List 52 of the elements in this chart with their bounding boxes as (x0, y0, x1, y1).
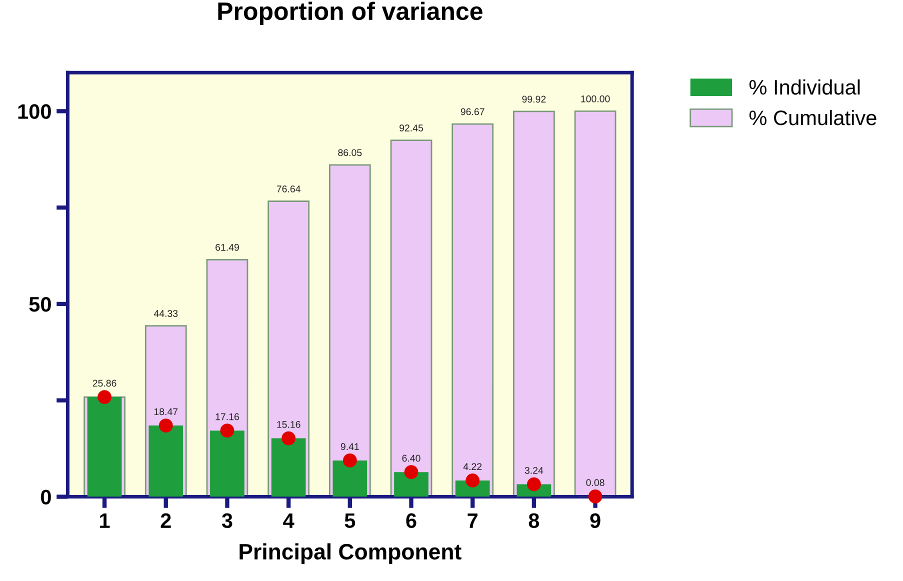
data-label: 3.24 (524, 466, 544, 474)
data-label: 25.86 (92, 380, 116, 387)
point (527, 477, 541, 492)
x-tick-label: 1 (100, 513, 110, 528)
bar (452, 123, 494, 497)
data-label: 92.45 (400, 124, 424, 132)
x-axis-title: Principal Component (240, 543, 462, 564)
bar (513, 110, 555, 497)
legend-label: % Cumulative (749, 110, 876, 126)
bar (271, 438, 306, 497)
data-label: 9.41 (340, 443, 359, 450)
x-tick-label: 4 (283, 513, 294, 528)
x-tick-label: 3 (222, 513, 232, 528)
data-label: 99.92 (522, 96, 546, 103)
point (158, 418, 173, 432)
data-label: 4.22 (463, 463, 482, 470)
point (404, 465, 418, 480)
data-label: 76.64 (276, 186, 300, 192)
x-tick-label: 2 (160, 513, 171, 528)
x-tick-label: 9 (590, 513, 600, 528)
point (342, 454, 357, 468)
bar (332, 460, 368, 497)
data-label: 6.40 (402, 454, 420, 462)
data-label: 100.00 (581, 95, 610, 102)
point (98, 390, 112, 404)
x-tick-label: 6 (406, 513, 416, 528)
y-tick-label: 100 (18, 104, 51, 119)
data-label: 15.16 (277, 421, 300, 428)
data-label: 61.49 (216, 244, 239, 251)
legend-label: % Individual (749, 79, 860, 95)
data-label: 86.05 (338, 149, 362, 156)
point (220, 424, 234, 438)
data-label: 18.47 (154, 408, 178, 416)
point (588, 490, 602, 504)
bar (574, 110, 616, 497)
point (466, 474, 480, 488)
x-tick-label: 5 (344, 513, 356, 528)
data-label: 96.67 (460, 108, 484, 116)
chart-title: Proportion of variance (218, 2, 482, 26)
y-tick-label: 50 (29, 296, 51, 312)
bar (328, 164, 371, 497)
bar (390, 140, 432, 497)
data-label: 44.33 (154, 310, 178, 317)
y-tick-label: 0 (40, 490, 51, 505)
x-tick-label: 8 (528, 513, 540, 528)
bar (210, 430, 244, 497)
point (282, 431, 296, 446)
x-tick-label: 7 (468, 513, 478, 528)
data-label: 17.16 (216, 413, 239, 420)
bar (394, 472, 428, 497)
data-label: 0.08 (586, 479, 604, 486)
bar (148, 426, 184, 497)
